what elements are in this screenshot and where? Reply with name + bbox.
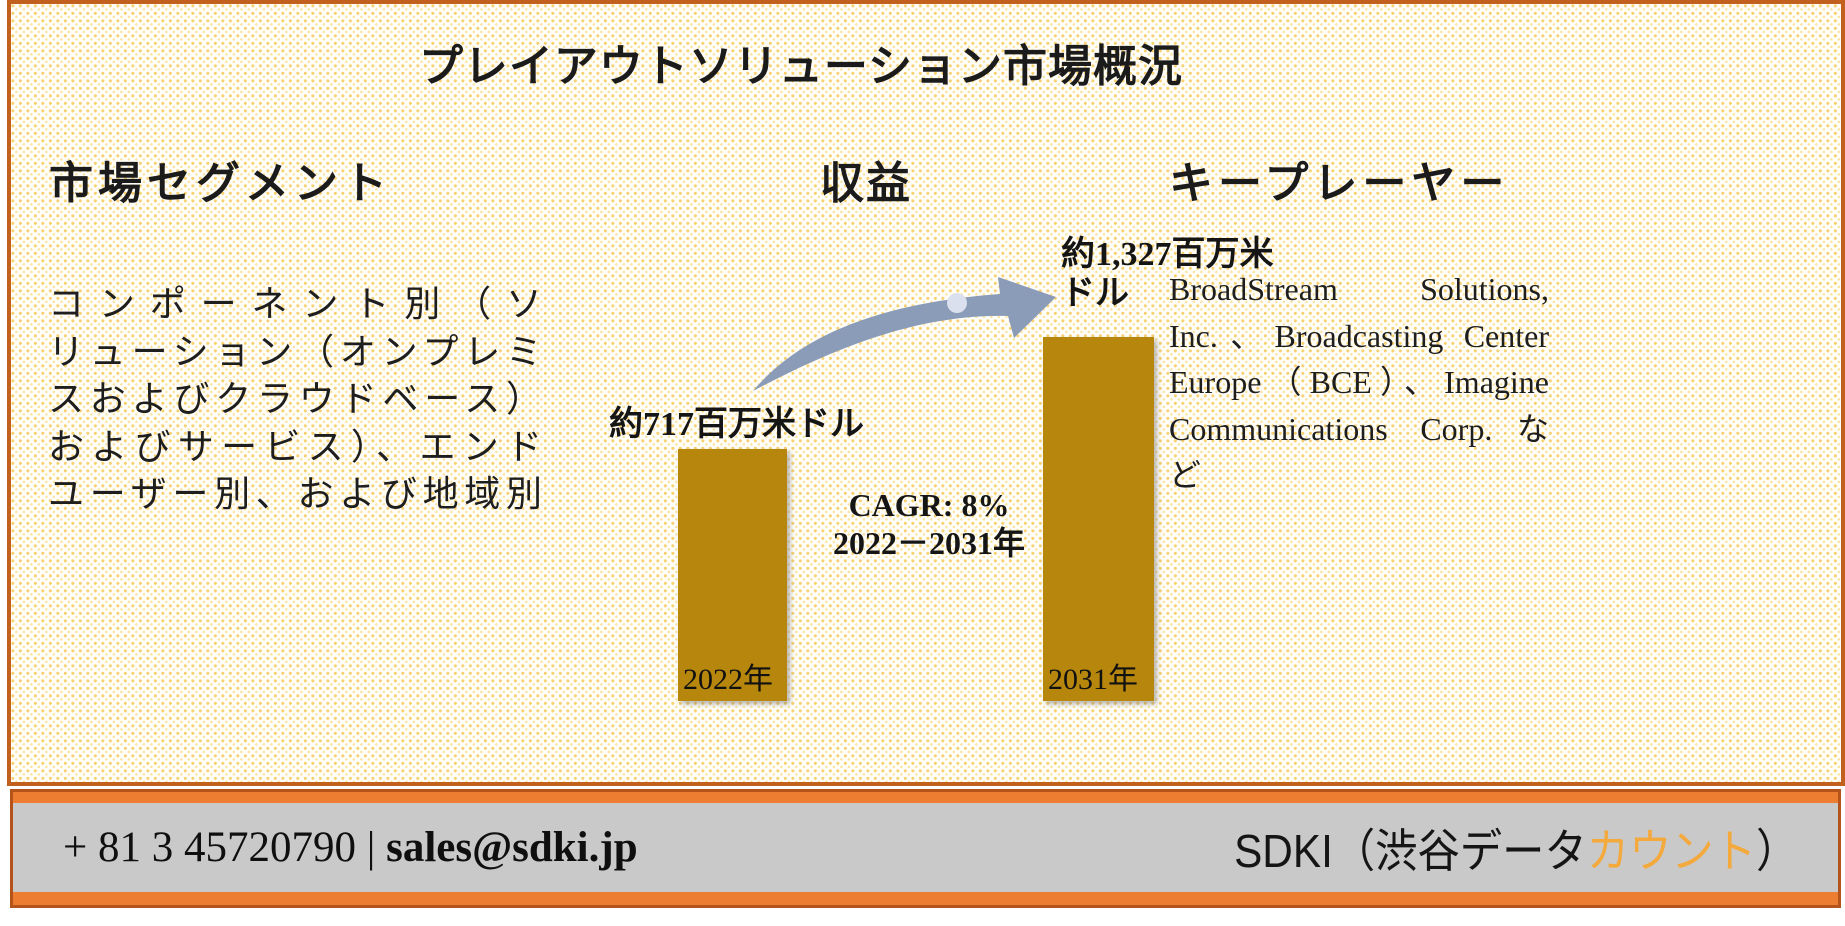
key-players-line: Inc.、Broadcasting Center: [1169, 317, 1549, 354]
segment-text-line: コンポーネント別（ソ: [48, 284, 542, 324]
key-players-text: BroadStream Solutions, Inc.、Broadcasting…: [1169, 266, 1549, 499]
market-segments-text: コンポーネント別（ソ リューション（オンプレミ スおよびクラウドベース） および…: [48, 281, 542, 519]
sdki-logo: SDKI（渋谷データカウント）: [1234, 815, 1798, 881]
phone-number: + 81 3 45720790: [63, 824, 357, 871]
bar-2031: 2031年: [1043, 337, 1154, 701]
value-label-2031-line2: ドル: [1061, 275, 1129, 312]
page-title: プレイアウトソリューション市場概況: [418, 42, 1184, 91]
contact-separator: |: [366, 824, 376, 871]
value-label-2022: 約717百万米ドル: [609, 406, 864, 443]
key-players-line: Europe（BCE）、Imagine: [1169, 364, 1549, 400]
footer-bar: + 81 3 45720790 | sales@sdki.jp SDKI（渋谷デ…: [10, 789, 1841, 908]
revenue-heading: 収益: [820, 159, 912, 208]
segment-text-line: およびサービス）、エンド: [48, 426, 542, 467]
cagr-annotation: CAGR: 8% 2022－2031年: [779, 486, 1079, 562]
cagr-value: CAGR: 8%: [848, 487, 1010, 523]
cagr-period: 2022－2031年: [832, 525, 1025, 561]
main-panel: プレイアウトソリューション市場概況 市場セグメント コンポーネント別（ソ リュー…: [7, 0, 1845, 786]
footer-gray-band: + 81 3 45720790 | sales@sdki.jp SDKI（渋谷デ…: [13, 803, 1838, 892]
value-label-2031-line1: 約1,327百万米: [1061, 236, 1274, 273]
market-segments-heading: 市場セグメント: [49, 159, 392, 208]
segment-text-line: リューション（オンプレミ: [48, 331, 542, 372]
value-label-2031: 約1,327百万米 ドル: [1061, 235, 1321, 313]
segment-text-line: スおよびクラウドベース）: [48, 379, 542, 419]
key-players-line: Communications Corp.な: [1169, 410, 1549, 447]
logo-highlight-text: カウント: [1586, 824, 1756, 877]
segment-text-line: ユーザー別、および地域別: [48, 474, 542, 514]
key-players-heading: キープレーヤー: [1169, 159, 1510, 208]
bar-2022-label: 2022年: [683, 663, 773, 696]
email-address: sales@sdki.jp: [386, 824, 638, 871]
bar-2022: 2022年: [678, 449, 787, 701]
key-players-line: ど: [1169, 457, 1202, 493]
contact-info: + 81 3 45720790 | sales@sdki.jp: [63, 823, 638, 872]
bar-2031-label: 2031年: [1048, 663, 1138, 696]
logo-text: SDKI（渋谷データ: [1233, 824, 1587, 877]
key-players-line: BroadStream Solutions,: [1169, 271, 1549, 307]
logo-suffix: ）: [1755, 824, 1798, 877]
